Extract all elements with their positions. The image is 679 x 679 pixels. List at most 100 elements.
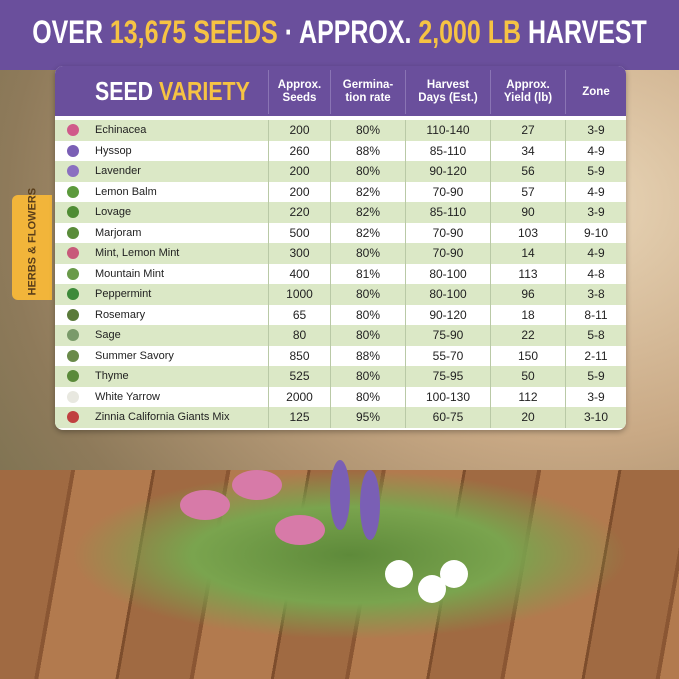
table-cell: 525	[268, 366, 330, 387]
title-segment: 2,000 LB	[418, 14, 522, 50]
table-cell: 95%	[330, 407, 405, 428]
column-header: Approx. Seeds	[268, 70, 330, 114]
table-row: Summer Savory 850 88% 55-70 150 2-11	[55, 345, 626, 366]
seed-name: Lavender	[95, 165, 141, 177]
table-row: Echinacea 200 80% 110-140 27 3-9	[55, 120, 626, 141]
title: OVER 13,675 SEEDS · APPROX. 2,000 LB HAR…	[28, 14, 651, 51]
table-row: Hyssop 260 88% 85-110 34 4-9	[55, 140, 626, 161]
seed-name: Mountain Mint	[95, 267, 165, 280]
plants	[70, 470, 630, 640]
table-cell: 90-120	[405, 161, 490, 182]
table-cell: 9-10	[565, 222, 626, 243]
table-cell: 850	[268, 345, 330, 366]
table-cell: 20	[490, 407, 565, 428]
title-segment: SEED	[95, 76, 159, 106]
flower	[180, 490, 230, 520]
table-cell: 200	[268, 161, 330, 182]
table-cell: 34	[490, 140, 565, 161]
column-header: Approx. Yield (lb)	[490, 70, 565, 114]
table-cell: 5-9	[565, 366, 626, 387]
table-row: Thyme 525 80% 75-95 50 5-9	[55, 366, 626, 387]
table-cell: 82%	[330, 202, 405, 223]
side-label: HERBS & FLOWERS	[26, 187, 39, 296]
flower	[360, 470, 380, 540]
table-cell: 80%	[330, 304, 405, 325]
table-cell: 200	[268, 120, 330, 141]
table-cell: 220	[268, 202, 330, 223]
table-cell: 85-110	[405, 140, 490, 161]
seed-name: Mint, Lemon Mint	[95, 247, 180, 259]
table-cell: 18	[490, 304, 565, 325]
table-cell: 80%	[330, 284, 405, 305]
flower	[275, 515, 325, 545]
table-cell: 80%	[330, 366, 405, 387]
seed-table: SEED VARIETY Approx. Seeds Germina-tion rat…	[55, 66, 626, 430]
table-cell: 125	[268, 407, 330, 428]
flower	[385, 560, 413, 588]
table-cell: 56	[490, 161, 565, 182]
flower	[232, 470, 282, 500]
header-line: Days (Est.)	[418, 92, 478, 104]
table-cell: 80%	[330, 243, 405, 264]
table-cell: 60-75	[405, 407, 490, 428]
seed-name: Lovage	[95, 206, 132, 218]
table-cell: 50	[490, 366, 565, 387]
row-icon	[67, 247, 79, 259]
table-title: SEED VARIETY	[95, 76, 250, 107]
header-line: Approx.	[277, 79, 322, 91]
table-cell: 112	[490, 386, 565, 407]
title-segment: VARIETY	[158, 76, 250, 106]
row-icon	[67, 349, 79, 362]
table-cell: 75-95	[405, 366, 490, 387]
table-row: Mountain Mint 400 81% 80-100 113 4-8	[55, 263, 626, 284]
header-line: Seeds	[282, 92, 317, 104]
table-cell: 150	[490, 345, 565, 366]
table-cell: 88%	[330, 345, 405, 366]
table-cell: 80%	[330, 161, 405, 182]
table-cell: 27	[490, 120, 565, 141]
seed-name: Rosemary	[95, 308, 146, 321]
row-icon	[67, 390, 79, 403]
title-segment: 13,675 SEEDS	[109, 14, 278, 50]
table-cell: 200	[268, 181, 330, 202]
table-cell: 80	[268, 325, 330, 346]
title-segment: HARVEST	[521, 14, 647, 50]
table-cell: 3-9	[565, 202, 626, 223]
table-cell: 400	[268, 263, 330, 284]
table-row: White Yarrow 2000 80% 100-130 112 3-9	[55, 386, 626, 407]
table-cell: 2000	[268, 386, 330, 407]
table-cell: 82%	[330, 181, 405, 202]
table-cell: 300	[268, 243, 330, 264]
table-header: SEED VARIETY Approx. Seeds Germina-tion rat…	[55, 66, 626, 116]
header-line: Yield (lb)	[503, 92, 553, 104]
header-line: Germina-	[342, 79, 394, 91]
table-cell: 4-9	[565, 140, 626, 161]
table-cell: 80%	[330, 120, 405, 141]
table-cell: 82%	[330, 222, 405, 243]
table-cell: 55-70	[405, 345, 490, 366]
column-header: Harvest Days (Est.)	[405, 70, 490, 114]
side-tab: HERBS & FLOWERS	[12, 188, 52, 300]
header-line: Harvest	[426, 79, 470, 91]
title-segment: · APPROX.	[277, 14, 419, 50]
table-cell: 70-90	[405, 243, 490, 264]
header-line: tion rate	[345, 92, 391, 104]
seed-name: Marjoram	[95, 226, 142, 239]
seed-name: Summer Savory	[95, 349, 174, 362]
table-cell: 22	[490, 325, 565, 346]
table-row: Marjoram 500 82% 70-90 103 9-10	[55, 222, 626, 243]
table-cell: 3-9	[565, 386, 626, 407]
table-cell: 81%	[330, 263, 405, 284]
row-icon	[67, 226, 79, 239]
table-cell: 8-11	[565, 304, 626, 325]
table-cell: 4-9	[565, 243, 626, 264]
table-cell: 100-130	[405, 386, 490, 407]
table-cell: 88%	[330, 140, 405, 161]
table-cell: 1000	[268, 284, 330, 305]
row-icon	[67, 308, 79, 321]
table-row: Peppermint 1000 80% 80-100 96 3-8	[55, 284, 626, 305]
table-cell: 14	[490, 243, 565, 264]
seed-name: Hyssop	[95, 144, 132, 157]
row-icon	[67, 370, 79, 382]
